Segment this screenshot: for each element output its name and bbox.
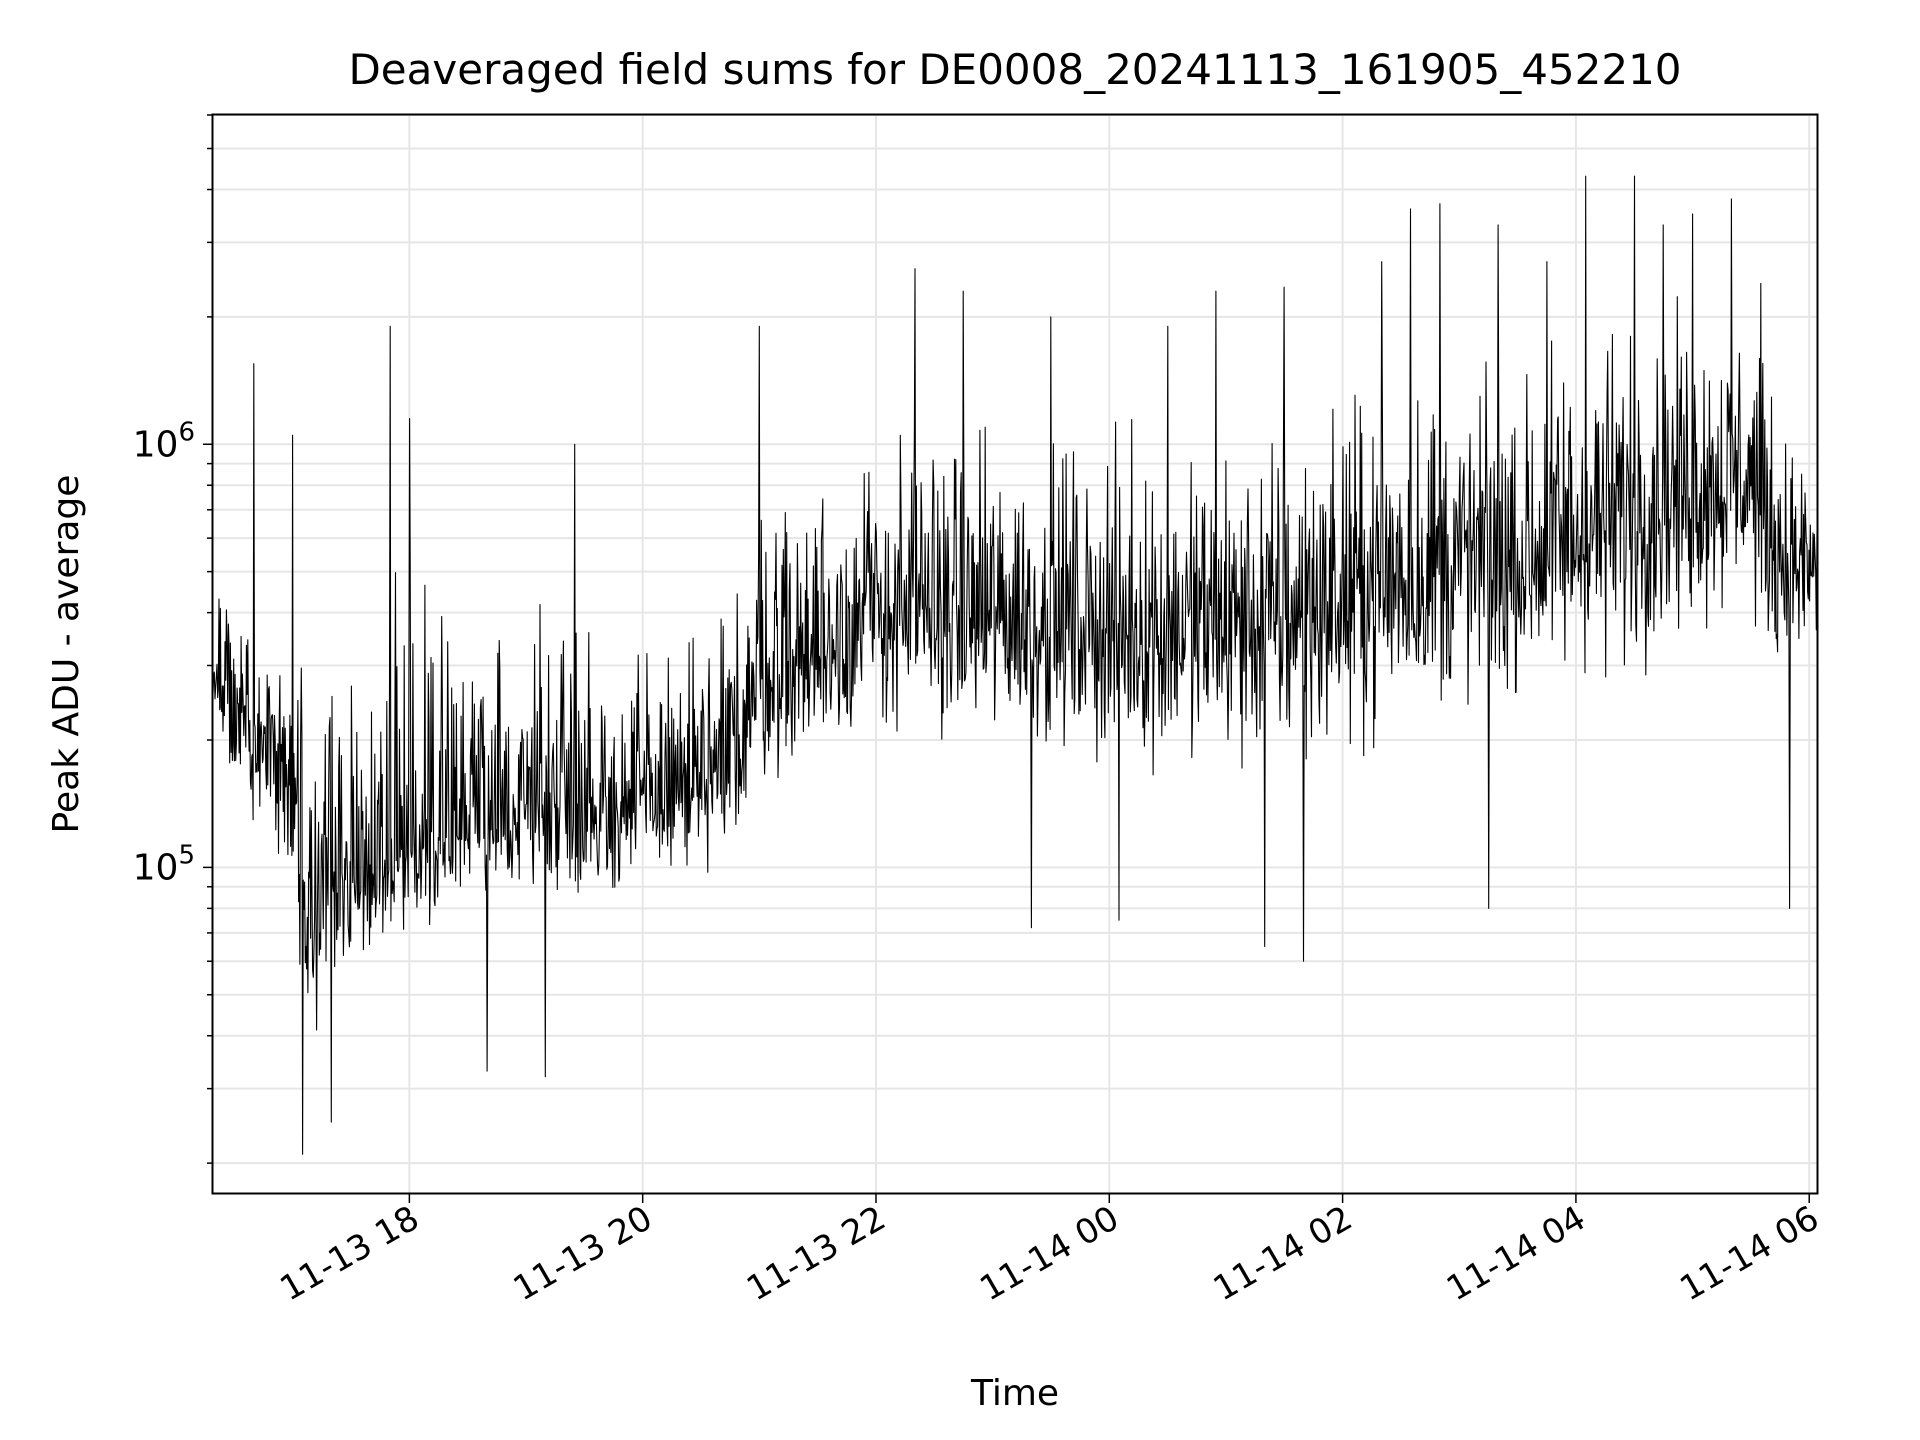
y-axis-label: Peak ADU - average [46,475,87,834]
x-tick-label: 11-14 04 [1440,1198,1592,1309]
y-tick-label: 105 [133,840,195,888]
data-series [212,175,1818,1155]
x-tick-label: 11-13 22 [740,1198,892,1309]
y-axis: 105 106 [133,114,213,1164]
chart-title: Deaveraged field sums for DE0008_2024111… [348,45,1681,94]
y-tick-label: 106 [133,417,195,465]
x-tick-label: 11-14 00 [973,1198,1125,1309]
x-tick-label: 11-13 20 [507,1198,659,1309]
plot-frame [211,113,1819,1195]
x-axis: 11-13 18 11-13 20 11-13 22 11-14 00 11-14 02… [273,1193,1826,1309]
x-tick-label: 11-14 02 [1207,1198,1359,1309]
x-tick-label: 11-13 18 [273,1198,425,1309]
x-axis-label: Time [970,1373,1059,1414]
series-line [212,175,1818,1155]
x-tick-label: 11-14 06 [1673,1198,1825,1309]
